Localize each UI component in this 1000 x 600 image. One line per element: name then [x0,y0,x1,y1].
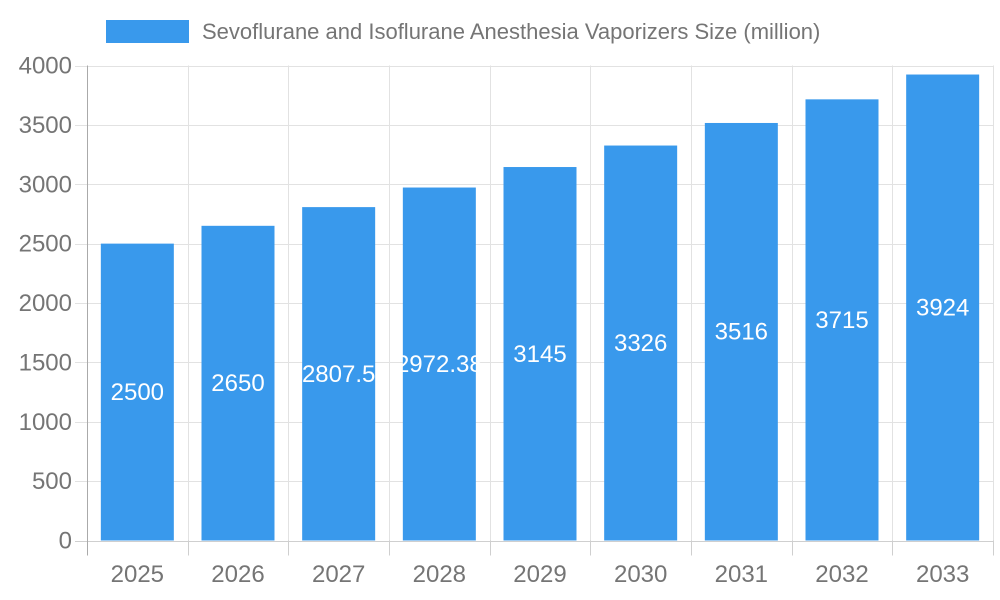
y-axis-tick-label: 3000 [19,171,72,198]
legend-label: Sevoflurane and Isoflurane Anesthesia Va… [202,19,821,44]
y-axis-tick-label: 1500 [19,349,72,376]
x-axis-tick-label: 2027 [312,561,365,588]
x-axis-tick-label: 2032 [815,561,868,588]
bar-2032[interactable] [805,99,879,541]
x-axis-tick-label: 2025 [111,561,164,588]
legend-item[interactable]: Sevoflurane and Isoflurane Anesthesia Va… [106,20,820,43]
y-axis-tick-label: 0 [59,528,72,555]
bar-value-label: 3715 [815,307,868,334]
y-axis-tick-label: 2500 [19,231,72,258]
y-axis-tick-label: 500 [32,468,72,495]
bar-value-label: 2650 [211,370,264,397]
x-axis-tick-label: 2033 [916,561,969,588]
y-axis-tick-label: 4000 [19,53,72,80]
x-axis-tick-label: 2028 [413,561,466,588]
bar-2026[interactable] [201,225,275,541]
bar-2025[interactable] [100,243,174,541]
legend-swatch [106,20,189,43]
bar-value-label: 2807.5 [302,361,375,388]
bar-2031[interactable] [704,122,778,541]
bar-value-label: 3924 [916,295,969,322]
y-axis-tick-label: 1000 [19,409,72,436]
x-axis-tick-label: 2030 [614,561,667,588]
x-axis-tick-label: 2029 [513,561,566,588]
bar-2027[interactable] [302,207,376,541]
bar-2030[interactable] [604,145,678,541]
x-axis-tick-label: 2026 [211,561,264,588]
bar-2033[interactable] [906,74,980,541]
bar-value-label: 3145 [513,341,566,368]
y-axis-tick-label: 2000 [19,290,72,317]
bar-value-label: 2972.38 [396,351,483,378]
bar-value-label: 3326 [614,330,667,357]
bar-2029[interactable] [503,167,577,541]
y-axis-tick-label: 3500 [19,112,72,139]
bar-value-label: 3516 [715,319,768,346]
bar-2028[interactable] [402,187,476,541]
bar-value-label: 2500 [111,379,164,406]
x-axis-tick-label: 2031 [715,561,768,588]
